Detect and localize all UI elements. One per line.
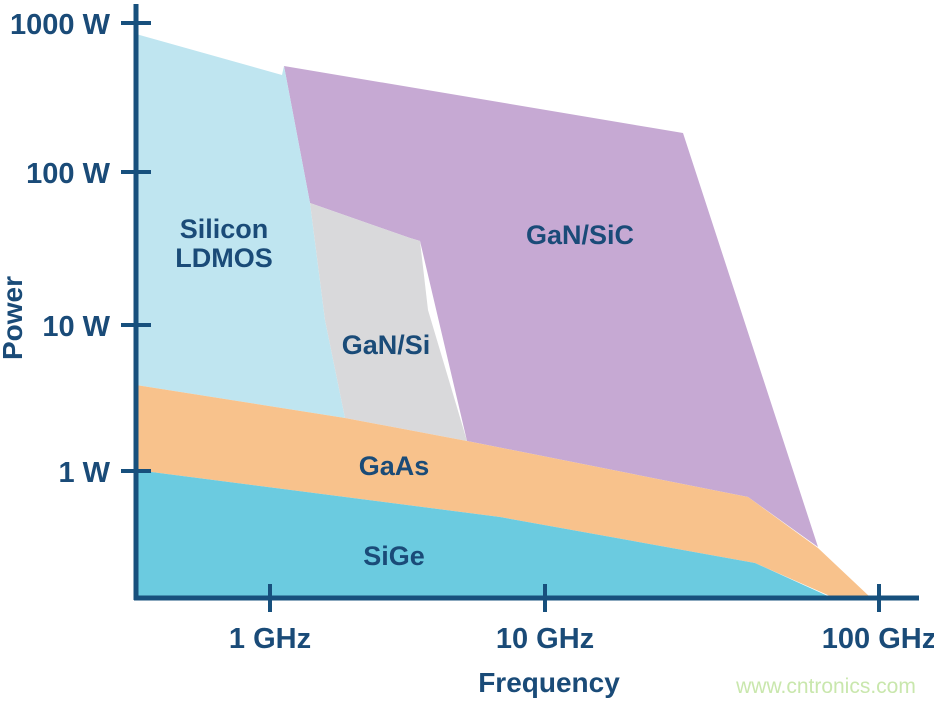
watermark: www.cntronics.com bbox=[735, 675, 916, 698]
region-label-sige: SiGe bbox=[363, 541, 425, 571]
region-label-gaas: GaAs bbox=[359, 451, 430, 481]
region-gan-sic bbox=[284, 66, 818, 547]
y-tick-label-2: 10 W bbox=[42, 311, 110, 343]
x-tick-label-1: 10 GHz bbox=[496, 623, 594, 655]
y-tick-label-0: 1000 W bbox=[10, 9, 111, 41]
region-label-gan-sic: GaN/SiC bbox=[526, 220, 634, 250]
y-tick-label-1: 100 W bbox=[26, 158, 110, 190]
x-axis-title: Frequency bbox=[478, 667, 620, 698]
y-tick-label-3: 1 W bbox=[58, 457, 110, 489]
region-gan-si bbox=[310, 203, 467, 441]
y-axis-title: Power bbox=[0, 276, 28, 360]
region-gaas bbox=[136, 385, 870, 597]
region-silicon-ldmos bbox=[136, 34, 345, 418]
region-label-gan-si: GaN/Si bbox=[342, 330, 431, 360]
region-sige bbox=[136, 470, 830, 597]
region-label-silicon-ldmos: Silicon LDMOS bbox=[175, 214, 273, 273]
x-tick-label-0: 1 GHz bbox=[229, 623, 311, 655]
x-tick-label-2: 100 GHz bbox=[822, 623, 934, 655]
